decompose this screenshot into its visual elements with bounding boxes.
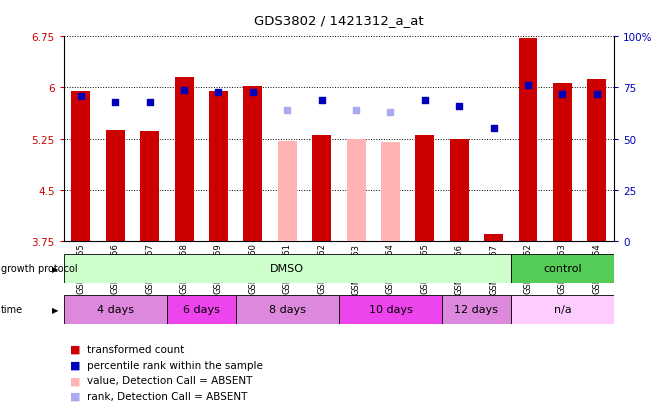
Text: 6 days: 6 days	[183, 305, 219, 315]
Bar	[450, 140, 468, 242]
Text: 10 days: 10 days	[368, 305, 413, 315]
Point	[454, 103, 464, 110]
Point	[316, 97, 327, 104]
Point	[282, 107, 293, 114]
Point	[178, 87, 189, 94]
Text: ■: ■	[70, 344, 81, 354]
Bar	[64, 295, 167, 324]
Point	[248, 89, 258, 96]
Text: transformed count: transformed count	[87, 344, 185, 354]
Text: value, Detection Call = ABSENT: value, Detection Call = ABSENT	[87, 375, 252, 385]
Bar	[484, 235, 503, 242]
Bar	[140, 132, 159, 242]
Bar	[553, 83, 572, 242]
Point	[488, 126, 499, 133]
Point	[76, 93, 87, 100]
Point	[213, 89, 224, 96]
Point	[351, 107, 362, 114]
Bar	[209, 92, 228, 242]
Text: DMSO: DMSO	[270, 263, 304, 273]
Text: n/a: n/a	[554, 305, 571, 315]
Text: rank, Detection Call = ABSENT: rank, Detection Call = ABSENT	[87, 391, 248, 401]
Bar	[442, 295, 511, 324]
Bar	[415, 136, 434, 242]
Point	[591, 91, 602, 98]
Bar	[587, 79, 606, 242]
Text: time: time	[1, 305, 23, 315]
Bar	[174, 78, 193, 242]
Bar	[381, 143, 400, 242]
Bar	[236, 295, 339, 324]
Text: control: control	[543, 263, 582, 273]
Point	[523, 83, 533, 90]
Text: GDS3802 / 1421312_a_at: GDS3802 / 1421312_a_at	[254, 14, 423, 27]
Bar	[519, 39, 537, 242]
Text: ▶: ▶	[52, 264, 58, 273]
Bar	[339, 295, 442, 324]
Bar	[167, 295, 236, 324]
Text: growth protocol: growth protocol	[1, 263, 77, 273]
Point	[144, 99, 155, 106]
Bar	[347, 140, 366, 242]
Bar	[106, 131, 125, 242]
Bar	[278, 141, 297, 242]
Text: ■: ■	[70, 375, 81, 385]
Bar	[72, 92, 91, 242]
Text: ■: ■	[70, 391, 81, 401]
Bar	[511, 295, 614, 324]
Bar	[511, 254, 614, 283]
Bar	[64, 254, 511, 283]
Point	[419, 97, 430, 104]
Point	[385, 109, 396, 116]
Text: 4 days: 4 days	[97, 305, 134, 315]
Bar	[312, 136, 331, 242]
Point	[557, 91, 568, 98]
Bar	[244, 87, 262, 242]
Text: ■: ■	[70, 360, 81, 370]
Text: 8 days: 8 days	[269, 305, 306, 315]
Text: ▶: ▶	[52, 305, 58, 314]
Text: 12 days: 12 days	[454, 305, 499, 315]
Point	[110, 99, 121, 106]
Text: percentile rank within the sample: percentile rank within the sample	[87, 360, 263, 370]
